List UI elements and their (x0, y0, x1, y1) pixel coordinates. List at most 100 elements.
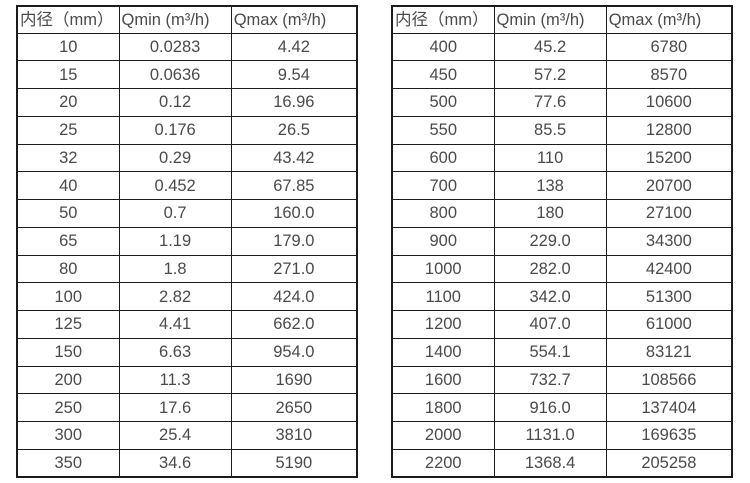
table-cell: 4.41 (118, 310, 232, 339)
table-cell: 20700 (605, 171, 733, 200)
table-cell: 2000 (391, 421, 495, 450)
table-row: 200 11.3 1690 (16, 365, 358, 395)
table-cell: 2650 (230, 393, 358, 422)
table-cell: 1600 (391, 365, 495, 395)
table-cell: 271.0 (230, 254, 358, 284)
table-cell: 51300 (605, 282, 733, 311)
table-cell: 450 (391, 60, 495, 89)
table-cell: 16.96 (230, 88, 358, 117)
header-row: 内径（mm） Qmin (m³/h) Qmax (m³/h) (16, 5, 358, 34)
table-row: 15 0.0636 9.54 (16, 60, 358, 89)
table-cell: 57.2 (493, 60, 607, 89)
table-cell: 500 (391, 88, 495, 117)
table-cell: 45.2 (493, 32, 607, 62)
table-cell: 15 (16, 60, 120, 89)
table-cell: 108566 (605, 365, 733, 395)
table-row: 1800 916.0 137404 (391, 393, 733, 422)
table-cell: 180 (493, 199, 607, 228)
table-row: 10 0.0283 4.42 (16, 32, 358, 62)
table-cell: 300 (16, 421, 120, 450)
table-cell: 0.176 (118, 115, 232, 145)
table-cell: 1.19 (118, 226, 232, 256)
table-cell: 0.29 (118, 143, 232, 173)
table-cell: 150 (16, 337, 120, 367)
table-cell: 0.7 (118, 199, 232, 228)
table-cell: 1131.0 (493, 421, 607, 450)
table-row: 32 0.29 43.42 (16, 143, 358, 173)
table-cell: 20 (16, 88, 120, 117)
flow-spec-table-left: 内径（mm） Qmin (m³/h) Qmax (m³/h) 10 0.0283 4.4… (16, 5, 358, 478)
table-row: 1400 554.1 83121 (391, 337, 733, 367)
table-row: 500 77.6 10600 (391, 88, 733, 117)
table-cell: 9.54 (230, 60, 358, 89)
table-cell: 11.3 (118, 365, 232, 395)
column-header-2: Qmax (m³/h) (605, 5, 733, 34)
table-cell: 10 (16, 32, 120, 62)
table-cell: 34.6 (118, 448, 232, 478)
table-row: 400 45.2 6780 (391, 32, 733, 62)
table-cell: 125 (16, 310, 120, 339)
table-cell: 34300 (605, 226, 733, 256)
table-row: 350 34.6 5190 (16, 448, 358, 478)
table-cell: 1368.4 (493, 448, 607, 478)
table-cell: 42400 (605, 254, 733, 284)
table-cell: 800 (391, 199, 495, 228)
table-row: 700 138 20700 (391, 171, 733, 200)
table-cell: 8570 (605, 60, 733, 89)
table-cell: 732.7 (493, 365, 607, 395)
column-header-0: 内径（mm） (16, 5, 120, 34)
table-row: 1200 407.0 61000 (391, 310, 733, 339)
table-cell: 2.82 (118, 282, 232, 311)
table-cell: 200 (16, 365, 120, 395)
table-cell: 3810 (230, 421, 358, 450)
table-cell: 25 (16, 115, 120, 145)
table-row: 40 0.452 67.85 (16, 171, 358, 200)
table-cell: 1400 (391, 337, 495, 367)
table-row: 80 1.8 271.0 (16, 254, 358, 284)
table-cell: 15200 (605, 143, 733, 173)
table-cell: 27100 (605, 199, 733, 228)
table-cell: 0.0636 (118, 60, 232, 89)
table-cell: 900 (391, 226, 495, 256)
table-row: 150 6.63 954.0 (16, 337, 358, 367)
table-cell: 0.0283 (118, 32, 232, 62)
table-cell: 77.6 (493, 88, 607, 117)
table-cell: 424.0 (230, 282, 358, 311)
table-cell: 17.6 (118, 393, 232, 422)
table-cell: 179.0 (230, 226, 358, 256)
table-cell: 0.452 (118, 171, 232, 200)
table-cell: 1100 (391, 282, 495, 311)
table-row: 1600 732.7 108566 (391, 365, 733, 395)
table-row: 125 4.41 662.0 (16, 310, 358, 339)
table-cell: 5190 (230, 448, 358, 478)
table-cell: 1.8 (118, 254, 232, 284)
table-cell: 1000 (391, 254, 495, 284)
table-cell: 550 (391, 115, 495, 145)
table-row: 450 57.2 8570 (391, 60, 733, 89)
table-cell: 169635 (605, 421, 733, 450)
table-cell: 85.5 (493, 115, 607, 145)
table-row: 600 110 15200 (391, 143, 733, 173)
table-cell: 26.5 (230, 115, 358, 145)
header-row: 内径（mm） Qmin (m³/h) Qmax (m³/h) (391, 5, 733, 34)
table-cell: 407.0 (493, 310, 607, 339)
table-cell: 67.85 (230, 171, 358, 200)
table-cell: 6780 (605, 32, 733, 62)
table-cell: 32 (16, 143, 120, 173)
table-row: 1000 282.0 42400 (391, 254, 733, 284)
table-row: 250 17.6 2650 (16, 393, 358, 422)
table-cell: 110 (493, 143, 607, 173)
table-cell: 205258 (605, 448, 733, 478)
table-row: 800 180 27100 (391, 199, 733, 228)
table-cell: 61000 (605, 310, 733, 339)
table-cell: 954.0 (230, 337, 358, 367)
table-cell: 65 (16, 226, 120, 256)
table-cell: 662.0 (230, 310, 358, 339)
column-header-2: Qmax (m³/h) (230, 5, 358, 34)
table-cell: 80 (16, 254, 120, 284)
table-row: 1100 342.0 51300 (391, 282, 733, 311)
table-cell: 160.0 (230, 199, 358, 228)
table-row: 300 25.4 3810 (16, 421, 358, 450)
table-cell: 1200 (391, 310, 495, 339)
table-cell: 138 (493, 171, 607, 200)
